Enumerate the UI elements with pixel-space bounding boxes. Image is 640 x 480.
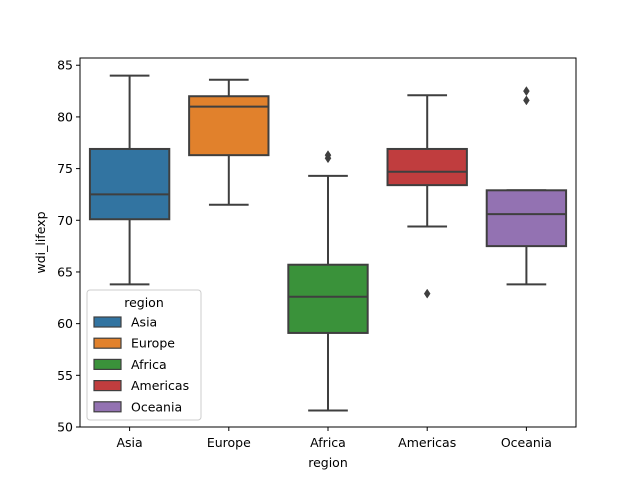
- box: [485, 189, 568, 248]
- plot-area: 50 55 60 65 70 75 80 85 Asia Europe Africa Americas…: [57, 57, 577, 450]
- y-tick-label: 70: [57, 213, 73, 228]
- y-tick-label: 60: [57, 316, 73, 331]
- x-tick-label: Oceania: [501, 435, 552, 450]
- legend-swatch-europe: [93, 337, 122, 349]
- outlier-point: [523, 95, 530, 106]
- box-group-africa: [287, 150, 369, 412]
- box-group-asia: [88, 74, 171, 286]
- x-tick-label: Europe: [207, 435, 251, 450]
- y-tick-label: 75: [57, 161, 73, 176]
- box-group-oceania: [485, 86, 568, 286]
- legend-swatch-americas: [93, 380, 122, 392]
- legend-swatch-asia: [93, 316, 122, 328]
- legend-label-oceania: Oceania: [131, 399, 182, 414]
- legend-title: region: [124, 295, 164, 310]
- box: [386, 147, 468, 187]
- outlier-point: [523, 86, 530, 97]
- box: [188, 95, 270, 157]
- outlier-point: [423, 288, 431, 299]
- x-tick-label: Asia: [116, 435, 142, 450]
- legend-label-europe: Europe: [131, 336, 175, 351]
- box-group-americas: [386, 94, 468, 299]
- box: [287, 263, 369, 334]
- y-axis-title: wdi_lifexp: [33, 211, 48, 273]
- y-tick-label: 85: [57, 58, 73, 73]
- axes-frame: [79, 57, 577, 428]
- legend-label-americas: Americas: [131, 378, 189, 393]
- x-tick-label: Africa: [310, 435, 346, 450]
- legend-swatch-oceania: [93, 401, 122, 413]
- y-tick-label: 65: [57, 264, 73, 279]
- outlier-point: [324, 150, 332, 161]
- legend-label-africa: Africa: [131, 357, 167, 372]
- legend-swatch-africa: [93, 358, 122, 370]
- legend-label-asia: Asia: [131, 315, 157, 330]
- y-tick-label: 80: [57, 109, 73, 124]
- y-tick-label: 55: [57, 368, 73, 383]
- x-tick-label: Americas: [398, 435, 456, 450]
- box-group-europe: [188, 78, 270, 206]
- legend-items: Asia Europe Africa Americas Oceania: [93, 315, 189, 414]
- legend: region Asia Europe Africa Americas Oceania: [86, 289, 202, 421]
- x-axis-title: region: [308, 455, 348, 470]
- y-tick-label: 50: [57, 420, 73, 435]
- box: [88, 147, 171, 221]
